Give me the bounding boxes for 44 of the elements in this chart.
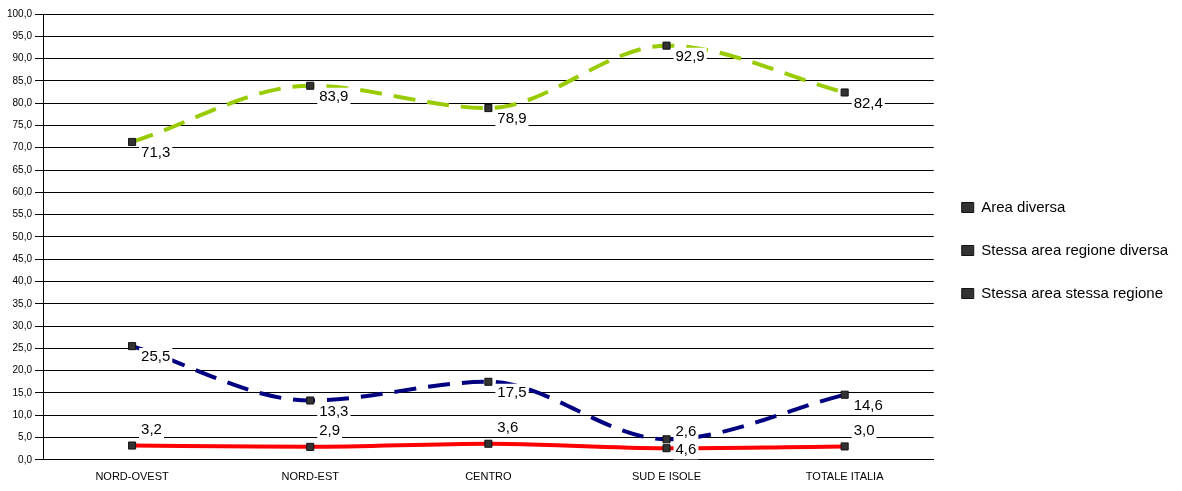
x-tick-label: NORD-EST (281, 470, 340, 483)
y-tick-label: 90,0 (12, 52, 33, 64)
legend-label: Stessa area stessa regione (981, 283, 1164, 301)
data-label: 25,5 (141, 347, 171, 365)
y-tick-label: 100,0 (6, 7, 33, 19)
y-tick-label: 45,0 (12, 252, 33, 264)
y-tick-label: 25,0 (12, 342, 33, 354)
data-label: 2,9 (319, 421, 341, 439)
y-tick-label: 5,0 (18, 431, 33, 443)
y-tick-label: 15,0 (12, 386, 33, 398)
data-label: 3,0 (853, 420, 875, 438)
data-label: 78,9 (497, 109, 527, 127)
data-label: 92,9 (675, 46, 705, 64)
data-label: 83,9 (319, 86, 349, 104)
data-label: 71,3 (141, 143, 171, 161)
y-tick-label: 80,0 (12, 96, 33, 108)
x-tick-label: NORD-OVEST (95, 470, 170, 483)
x-tick-label: CENTRO (465, 470, 513, 483)
y-tick-label: 30,0 (12, 319, 33, 331)
x-tick-label: SUD E ISOLE (631, 470, 702, 483)
y-tick-label: 75,0 (12, 119, 33, 131)
data-label: 13,3 (319, 401, 349, 419)
y-tick-label: 50,0 (12, 230, 33, 242)
y-tick-label: 60,0 (12, 186, 33, 198)
y-tick-label: 85,0 (12, 74, 33, 86)
y-tick-label: 65,0 (12, 163, 33, 175)
y-tick-label: 55,0 (12, 208, 33, 220)
y-tick-label: 40,0 (12, 275, 33, 287)
x-tick-label: TOTALE ITALIA (805, 470, 885, 483)
legend-label: Area diversa (981, 197, 1067, 215)
data-label: 17,5 (497, 382, 527, 400)
y-tick-label: 70,0 (12, 141, 33, 153)
data-label: 82,4 (853, 93, 883, 111)
data-label: 3,2 (141, 419, 162, 437)
legend-label: Stessa area regione diversa (981, 240, 1169, 258)
y-tick-label: 20,0 (12, 364, 33, 376)
y-tick-label: 0,0 (18, 453, 33, 465)
data-label: 3,6 (497, 417, 519, 435)
data-label: 14,6 (853, 395, 883, 413)
y-tick-label: 10,0 (12, 408, 33, 420)
y-tick-label: 35,0 (12, 297, 33, 309)
y-tick-label: 95,0 (12, 30, 33, 42)
data-label: 4,6 (675, 440, 697, 458)
data-label: 2,6 (675, 422, 697, 440)
